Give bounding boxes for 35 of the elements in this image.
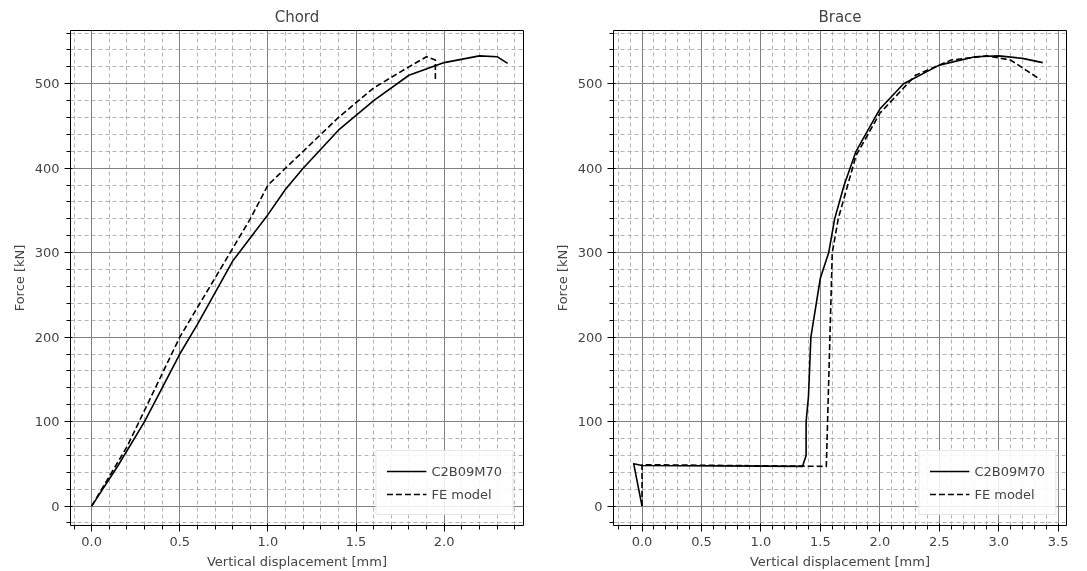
y-tick-label: 200 (577, 329, 603, 345)
y-tick-label: 200 (34, 329, 60, 345)
y-tick-label: 400 (34, 160, 60, 176)
y-tick-label: 100 (577, 414, 603, 430)
legend-label: C2B09M70 (974, 463, 1045, 479)
legend-label: C2B09M70 (431, 463, 502, 479)
y-tick-label: 500 (34, 76, 60, 92)
x-tick-label: 3.5 (1047, 533, 1069, 549)
x-axis-title: Vertical displacement [mm] (750, 553, 931, 569)
x-tick-label: 0.5 (691, 533, 712, 549)
legend-label: FE model (431, 486, 492, 502)
x-tick-label: 2.0 (433, 533, 455, 549)
x-tick-label: 1.0 (750, 533, 772, 549)
x-tick-label: 1.5 (345, 533, 367, 549)
x-tick-label: 1.5 (810, 533, 831, 549)
y-axis-title: Force [kN] (554, 244, 570, 312)
x-tick-label: 2.5 (928, 533, 950, 549)
chart-title: Chord (274, 7, 320, 26)
x-axis-title: Vertical displacement [mm] (207, 553, 388, 569)
y-tick-label: 300 (34, 245, 60, 261)
y-tick-label: 100 (34, 414, 60, 430)
chart-title: Brace (818, 7, 862, 26)
y-tick-label: 400 (577, 160, 603, 176)
x-tick-label: 1.0 (257, 533, 279, 549)
x-tick-label: 2.0 (869, 533, 891, 549)
x-tick-label: 0.0 (81, 533, 102, 549)
y-tick-label: 500 (577, 76, 603, 92)
legend-label: FE model (974, 486, 1035, 502)
x-tick-label: 0.5 (169, 533, 191, 549)
x-tick-label: 0.0 (631, 533, 653, 549)
y-axis-title: Force [kN] (11, 244, 27, 312)
y-tick-label: 0 (51, 498, 60, 514)
x-tick-label: 3.0 (988, 533, 1010, 549)
y-tick-label: 300 (577, 245, 603, 261)
y-tick-label: 0 (594, 498, 603, 514)
